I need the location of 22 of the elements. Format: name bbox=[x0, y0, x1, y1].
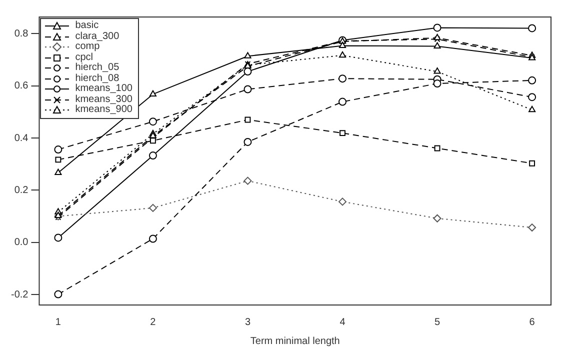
legend-label: comp bbox=[75, 41, 100, 52]
y-tick-label: 0.4 bbox=[14, 132, 29, 144]
y-tick-label: 0.0 bbox=[14, 237, 29, 248]
x-tick-label: 4 bbox=[340, 316, 346, 328]
y-tick-label: 0.8 bbox=[14, 28, 29, 40]
y-tick-label: 0.2 bbox=[14, 184, 29, 196]
legend-label: hierch_08 bbox=[75, 72, 120, 84]
x-tick-label: 1 bbox=[55, 316, 62, 328]
legend-label: hierch_05 bbox=[75, 62, 120, 74]
legend-label: kmeans_300 bbox=[75, 94, 132, 104]
legend-label: kmeans_100 bbox=[75, 83, 132, 94]
legend-label: kmeans_900 bbox=[75, 104, 132, 116]
x-tick-label: 3 bbox=[244, 316, 251, 328]
x-tick-label: 2 bbox=[150, 316, 156, 328]
legend-label: clara_300 bbox=[75, 30, 120, 42]
y-tick-label: -0.2 bbox=[10, 289, 29, 300]
x-tick-label: 6 bbox=[529, 316, 536, 328]
y-tick-label: 0.6 bbox=[14, 80, 29, 92]
legend-label: cpcl bbox=[75, 52, 94, 62]
x-axis-title: Term minimal length bbox=[250, 336, 340, 347]
x-tick-label: 5 bbox=[434, 316, 440, 328]
legend-label: basic bbox=[75, 20, 99, 32]
